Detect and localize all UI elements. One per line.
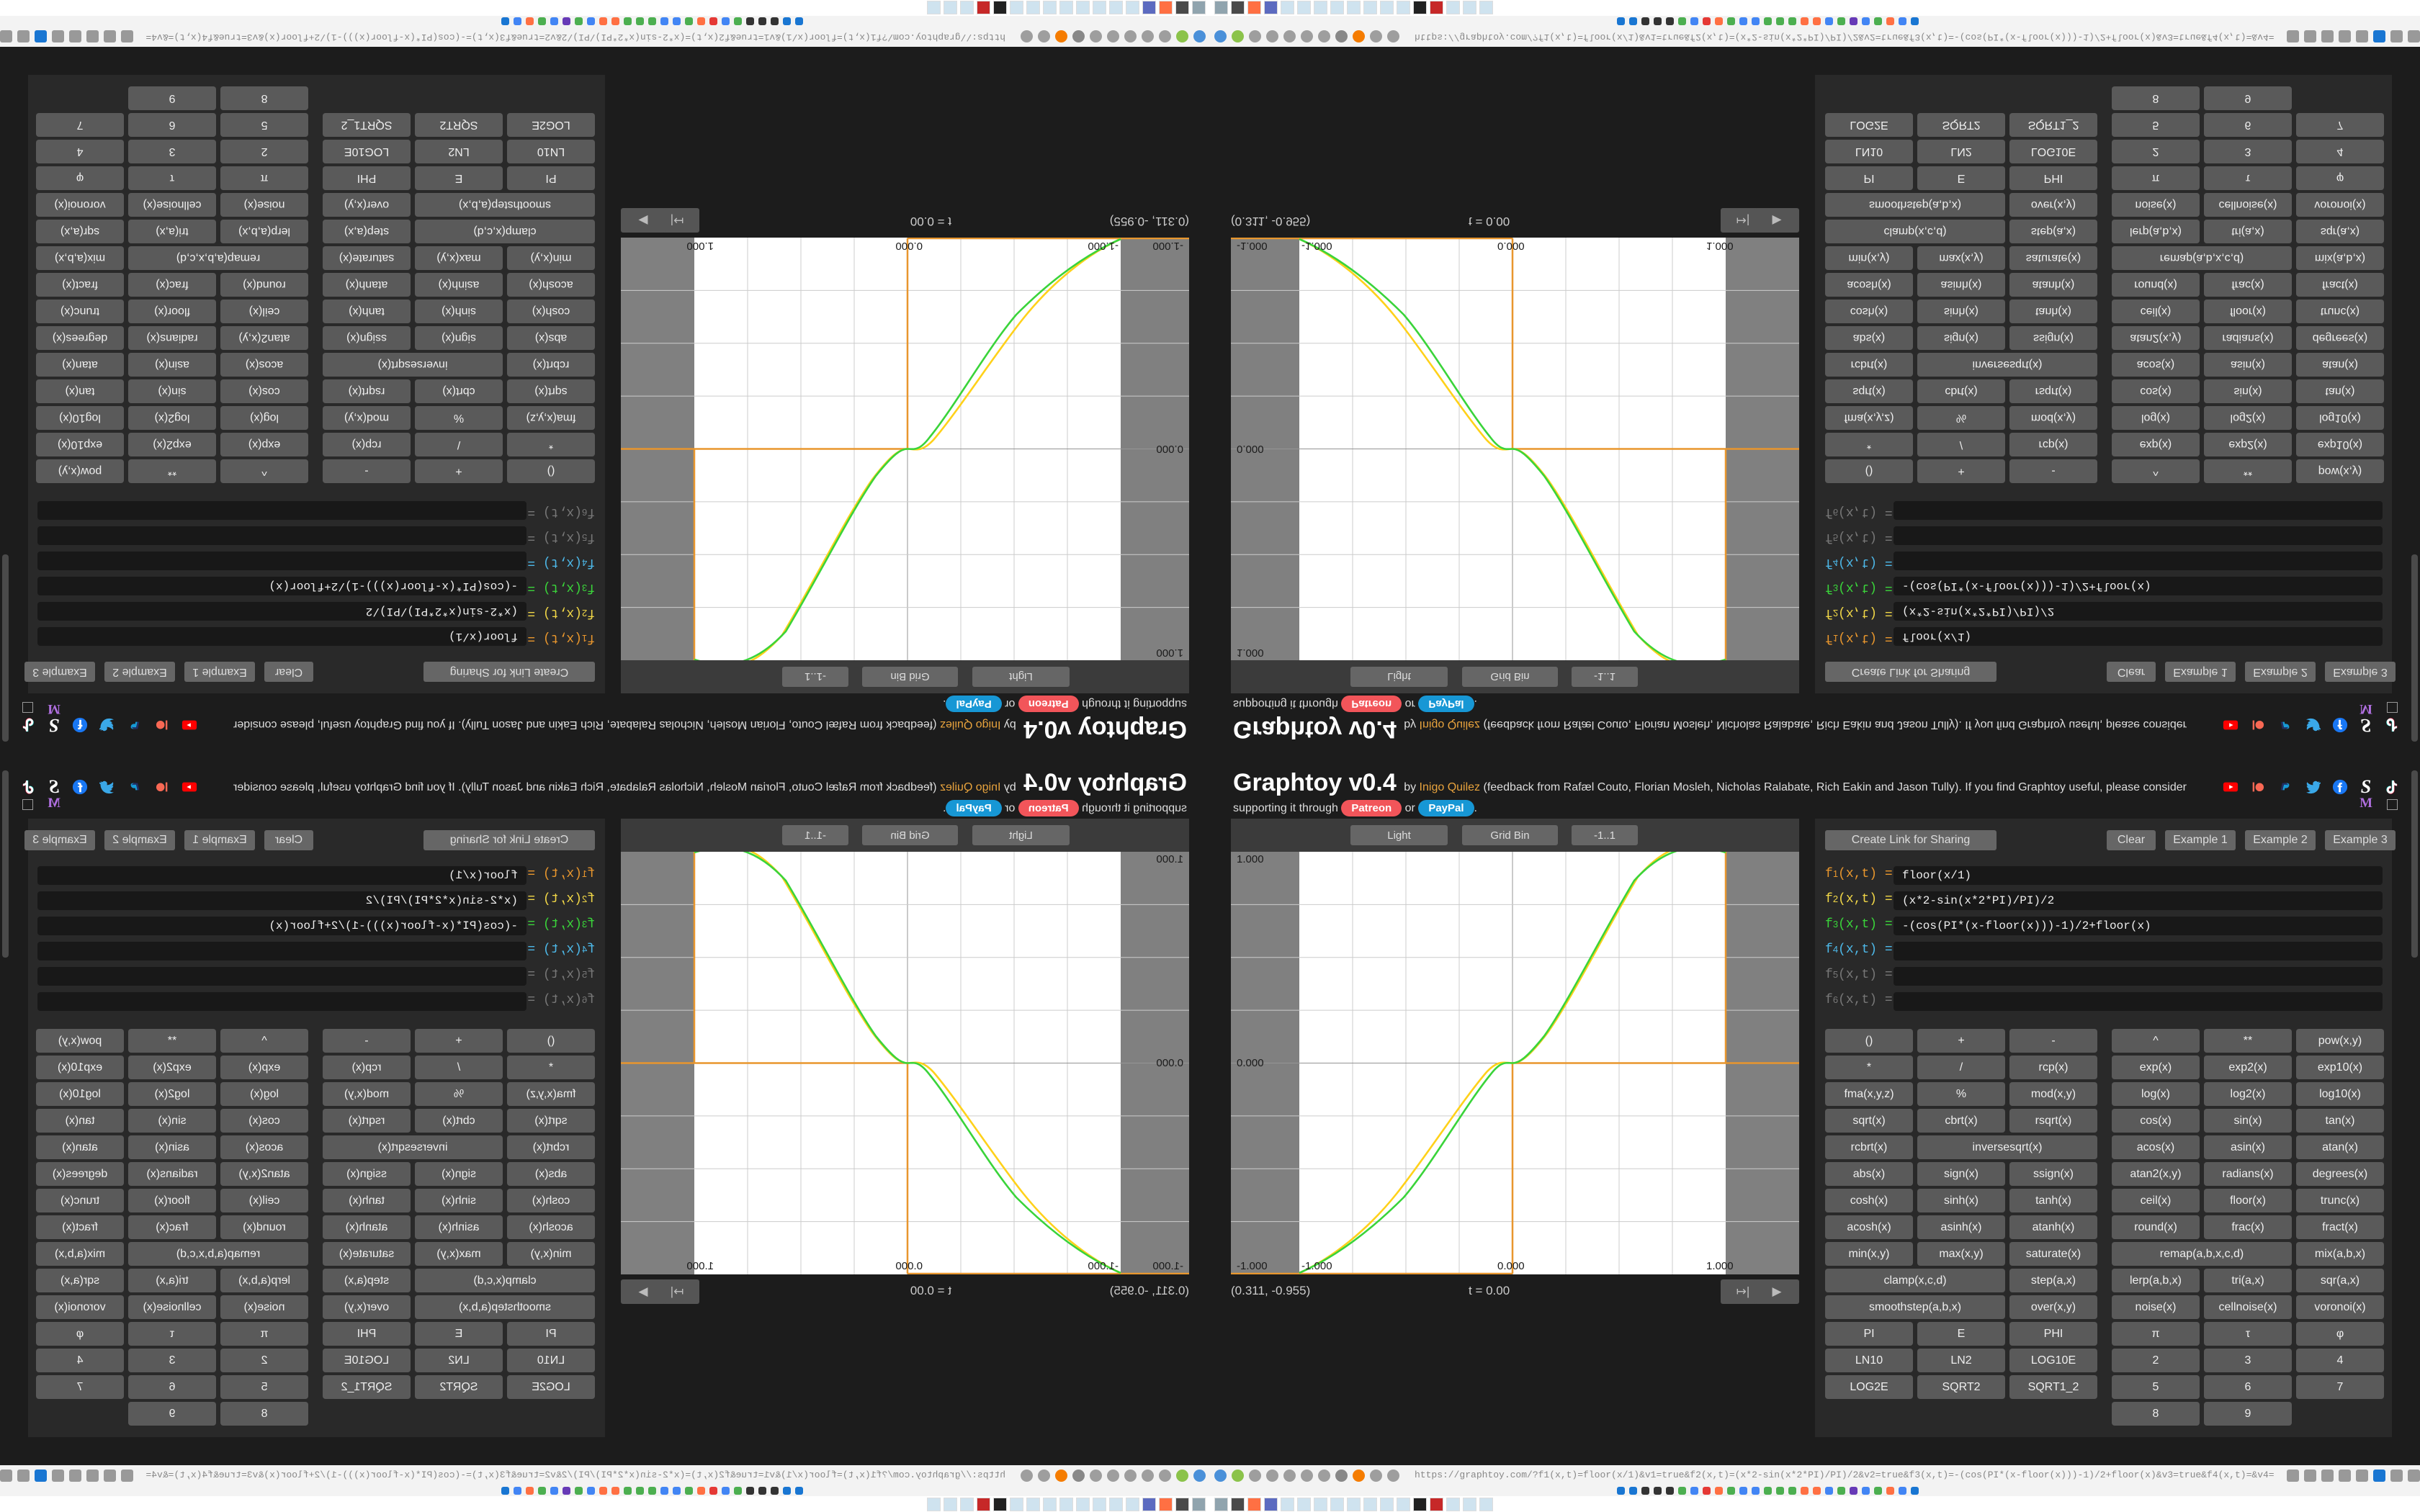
svg-text:0.000: 0.000 (1156, 443, 1183, 455)
svg-text:0.000: 0.000 (895, 1260, 923, 1272)
svg-text:0.000: 0.000 (1237, 443, 1264, 455)
svg-text:1.000: 1.000 (1237, 853, 1264, 865)
svg-text:1.000: 1.000 (1706, 1260, 1734, 1272)
svg-text:0.000: 0.000 (1497, 1260, 1525, 1272)
svg-text:-1.000: -1.000 (1152, 1260, 1183, 1272)
svg-text:0.000: 0.000 (895, 240, 923, 252)
svg-text:-1.000: -1.000 (1088, 240, 1119, 252)
svg-text:1.000: 1.000 (1706, 240, 1734, 252)
svg-text:0.000: 0.000 (1237, 1057, 1264, 1069)
svg-text:1.000: 1.000 (1237, 647, 1264, 659)
svg-text:1.000: 1.000 (1156, 647, 1183, 659)
svg-text:-1.000: -1.000 (1152, 240, 1183, 252)
svg-text:-1.000: -1.000 (1237, 1260, 1268, 1272)
svg-text:-1.000: -1.000 (1301, 1260, 1332, 1272)
svg-text:0.000: 0.000 (1497, 240, 1525, 252)
svg-text:1.000: 1.000 (1156, 853, 1183, 865)
svg-text:1.000: 1.000 (686, 1260, 714, 1272)
svg-text:-1.000: -1.000 (1088, 1260, 1119, 1272)
svg-text:-1.000: -1.000 (1301, 240, 1332, 252)
svg-text:-1.000: -1.000 (1237, 240, 1268, 252)
svg-text:0.000: 0.000 (1156, 1057, 1183, 1069)
svg-text:1.000: 1.000 (686, 240, 714, 252)
